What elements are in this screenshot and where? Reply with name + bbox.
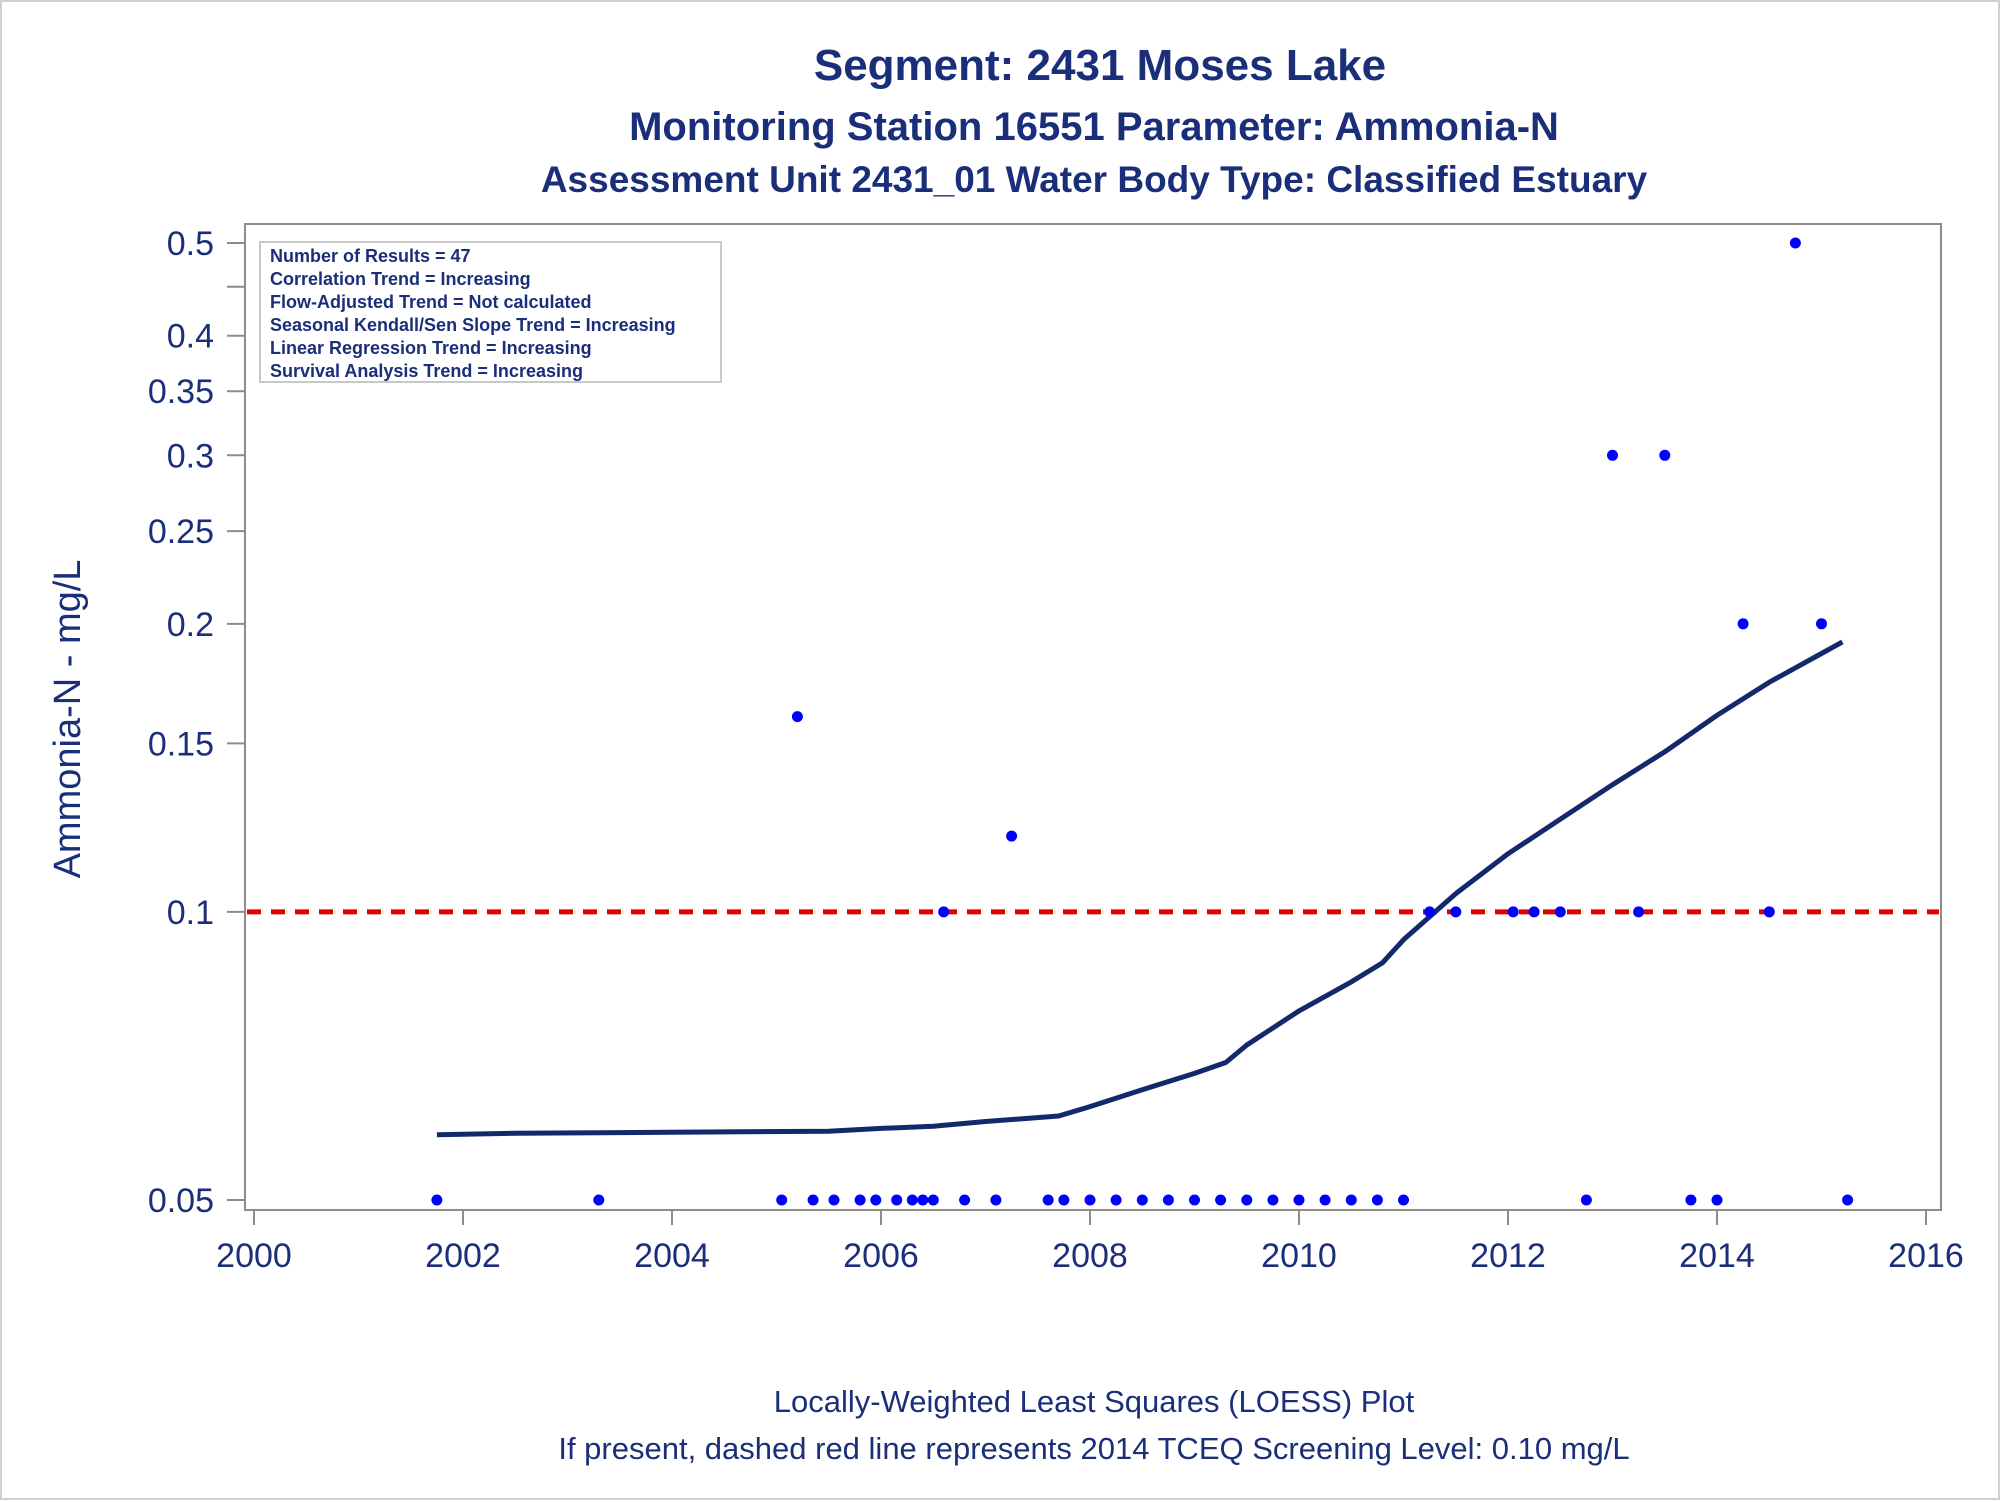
x-tick-label: 2010 xyxy=(1261,1237,1337,1275)
data-point xyxy=(990,1194,1002,1206)
y-tick-label: 0.3 xyxy=(167,437,214,475)
data-point xyxy=(1006,830,1018,842)
data-point xyxy=(1842,1194,1854,1206)
data-point xyxy=(917,1194,929,1206)
data-point xyxy=(807,1194,819,1206)
data-point xyxy=(1345,1194,1357,1206)
x-axis: 2000 2002 2004 2006 2008 2010 2012 2014 2016 xyxy=(216,1210,1964,1275)
stats-line: Survival Analysis Trend = Increasing xyxy=(270,361,583,381)
data-point xyxy=(1633,906,1645,918)
data-point xyxy=(1162,1194,1174,1206)
stats-lines: Number of Results = 47 Correlation Trend … xyxy=(270,246,676,381)
data-point xyxy=(1136,1194,1148,1206)
data-point xyxy=(791,711,803,723)
plot-area xyxy=(244,223,1942,1211)
data-point xyxy=(1058,1194,1070,1206)
footnote-loess: Locally-Weighted Least Squares (LOESS) P… xyxy=(774,1384,1415,1419)
data-point xyxy=(1789,237,1801,249)
chart-subtitle-station: Monitoring Station 16551 Parameter: Ammo… xyxy=(629,105,1559,149)
data-point xyxy=(1528,906,1540,918)
data-point xyxy=(1659,449,1671,461)
data-point xyxy=(1685,1194,1697,1206)
x-tick-label: 2006 xyxy=(843,1237,919,1275)
data-point xyxy=(1554,906,1566,918)
data-point xyxy=(1267,1194,1279,1206)
data-point xyxy=(1450,906,1462,918)
x-tick-label: 2014 xyxy=(1679,1237,1755,1275)
stats-line: Flow-Adjusted Trend = Not calculated xyxy=(270,292,592,312)
data-point xyxy=(1763,906,1775,918)
data-point xyxy=(828,1194,840,1206)
y-tick-label: 0.2 xyxy=(167,606,214,644)
data-point xyxy=(431,1194,443,1206)
chart-title: Segment: 2431 Moses Lake xyxy=(814,41,1386,90)
loess-curve-group xyxy=(436,639,1844,1138)
y-axis: 0.5 0.4 0.35 0.3 0.25 0.2 0.15 0.1 0.05 xyxy=(148,225,245,1220)
y-tick-label: 0.05 xyxy=(148,1182,214,1220)
data-point xyxy=(1711,1194,1723,1206)
data-point xyxy=(1084,1194,1096,1206)
y-tick-label: 0.1 xyxy=(167,894,214,932)
data-point xyxy=(959,1194,971,1206)
x-tick-label: 2008 xyxy=(1052,1237,1128,1275)
data-point xyxy=(1042,1194,1054,1206)
stats-box xyxy=(259,241,722,383)
data-point xyxy=(927,1194,939,1206)
loess-curve xyxy=(436,639,1844,1138)
data-point xyxy=(1398,1194,1409,1206)
data-point xyxy=(1215,1194,1227,1206)
data-point xyxy=(906,1194,918,1206)
x-tick-label: 2000 xyxy=(216,1237,292,1275)
data-point xyxy=(1816,618,1827,630)
data-point xyxy=(1293,1194,1305,1206)
x-tick-label: 2012 xyxy=(1470,1237,1546,1275)
data-point xyxy=(1607,449,1618,461)
data-point xyxy=(776,1194,788,1206)
y-tick-label: 0.4 xyxy=(167,318,214,356)
data-point xyxy=(891,1194,903,1206)
data-point xyxy=(593,1194,605,1206)
data-point xyxy=(1580,1194,1592,1206)
stats-line: Seasonal Kendall/Sen Slope Trend = Incre… xyxy=(270,315,676,335)
data-points xyxy=(431,237,1854,1206)
y-tick-label: 0.15 xyxy=(148,725,214,763)
stats-line: Correlation Trend = Increasing xyxy=(270,269,531,289)
y-tick-label: 0.5 xyxy=(167,225,214,263)
data-point xyxy=(870,1194,882,1206)
chart-subtitle-assessment: Assessment Unit 2431_01 Water Body Type:… xyxy=(541,159,1648,200)
data-point xyxy=(1737,618,1749,630)
data-point xyxy=(1319,1194,1331,1206)
data-point xyxy=(1110,1194,1122,1206)
data-point xyxy=(938,906,950,918)
data-point xyxy=(1189,1194,1200,1206)
y-tick-label: 0.25 xyxy=(148,513,214,551)
x-tick-label: 2002 xyxy=(425,1237,501,1275)
data-point xyxy=(1424,906,1436,918)
y-axis-label: Ammonia-N - mg/L xyxy=(47,560,89,879)
data-point xyxy=(1241,1194,1253,1206)
data-point xyxy=(1371,1194,1383,1206)
stats-line: Number of Results = 47 xyxy=(270,246,471,266)
x-tick-label: 2016 xyxy=(1888,1237,1964,1275)
stats-line: Linear Regression Trend = Increasing xyxy=(270,338,592,358)
data-point xyxy=(1507,906,1519,918)
footnote-screening-level: If present, dashed red line represents 2… xyxy=(558,1431,1629,1466)
data-point xyxy=(854,1194,866,1206)
y-tick-label: 0.35 xyxy=(148,373,214,411)
x-tick-label: 2004 xyxy=(634,1237,710,1275)
